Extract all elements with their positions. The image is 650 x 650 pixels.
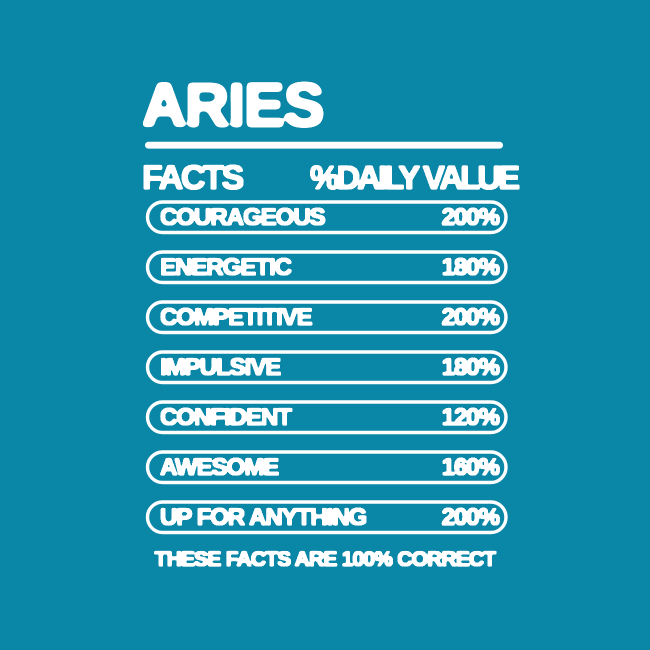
svg-text:180%: 180% bbox=[442, 354, 500, 381]
svg-text:COMPETITIVE: COMPETITIVE bbox=[160, 304, 313, 331]
svg-text:FACTS: FACTS bbox=[142, 159, 244, 197]
svg-text:ARIES: ARIES bbox=[142, 71, 323, 139]
svg-text:160%: 160% bbox=[442, 454, 500, 481]
svg-text:180%: 180% bbox=[442, 254, 500, 281]
svg-text:120%: 120% bbox=[442, 404, 500, 431]
svg-text:200%: 200% bbox=[442, 204, 500, 231]
svg-text:AWESOME: AWESOME bbox=[160, 454, 279, 481]
svg-text:200%: 200% bbox=[442, 304, 500, 331]
svg-text:ENERGETIC: ENERGETIC bbox=[160, 254, 292, 281]
svg-text:IMPULSIVE: IMPULSIVE bbox=[160, 354, 281, 381]
svg-text:%DAILY VALUE: %DAILY VALUE bbox=[310, 159, 519, 196]
svg-text:CONFIDENT: CONFIDENT bbox=[160, 404, 292, 431]
svg-text:THESE FACTS ARE 100% CORRECT: THESE FACTS ARE 100% CORRECT bbox=[155, 548, 497, 571]
svg-text:COURAGEOUS: COURAGEOUS bbox=[160, 204, 326, 231]
svg-text:200%: 200% bbox=[442, 504, 500, 531]
svg-text:UP FOR ANYTHING: UP FOR ANYTHING bbox=[160, 504, 367, 531]
